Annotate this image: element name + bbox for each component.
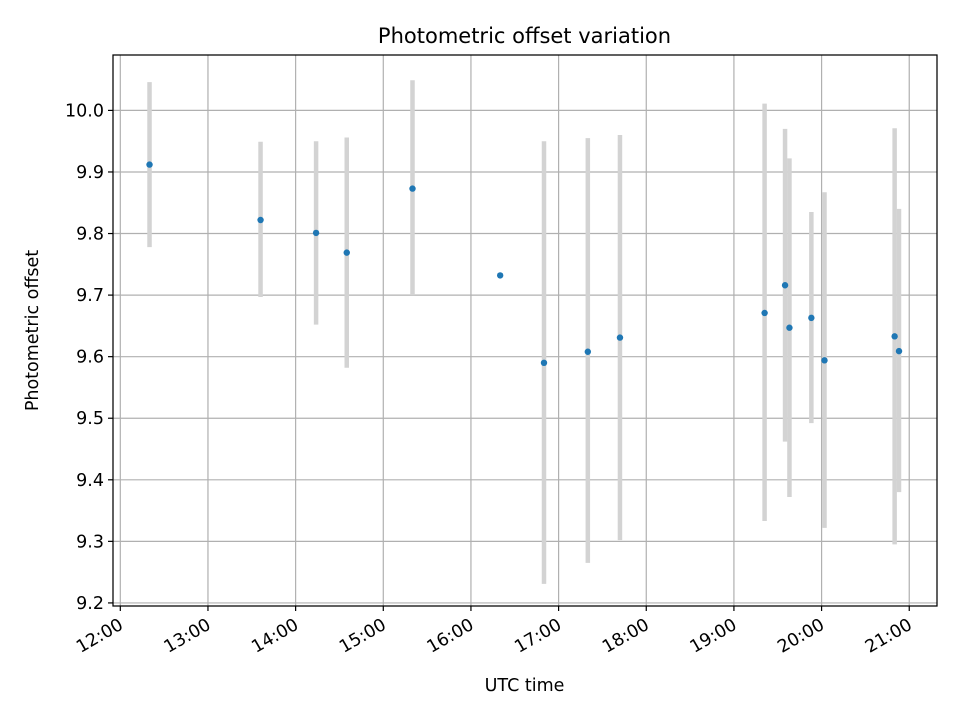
data-point: [891, 333, 898, 340]
y-tick-label: 9.6: [76, 348, 104, 368]
y-tick-label: 9.5: [76, 409, 104, 429]
chart-title: Photometric offset variation: [378, 24, 671, 48]
y-tick-label: 9.4: [76, 471, 104, 491]
data-point: [584, 348, 592, 355]
data-point: [257, 216, 264, 224]
y-axis-label: Photometric offset: [23, 250, 43, 411]
y-tick-label: 9.7: [76, 286, 104, 306]
data-point: [781, 282, 789, 289]
x-axis-label: UTC time: [485, 676, 565, 696]
y-axis-ticks: 9.2 9.3 9.4 9.5 9.6 9.7 9.8 9.9 10.0: [65, 101, 113, 614]
data-point: [808, 314, 815, 322]
plot-frame: [112, 54, 938, 607]
y-tick-label: 9.8: [76, 225, 104, 245]
data-point: [409, 185, 416, 192]
data-point: [496, 272, 504, 279]
y-tick-label: 9.9: [76, 163, 104, 183]
grid: [113, 55, 937, 606]
data-point: [786, 324, 793, 331]
data-point: [343, 249, 350, 256]
data-points: [146, 161, 903, 367]
data-point: [895, 347, 903, 355]
data-point: [312, 229, 320, 237]
y-tick-label: 10.0: [65, 101, 104, 121]
data-point: [616, 334, 624, 341]
data-point: [146, 161, 153, 168]
y-tick-label: 9.3: [76, 532, 104, 552]
data-point: [821, 357, 828, 364]
y-tick-label: 9.2: [76, 594, 104, 614]
data-point: [761, 309, 768, 317]
data-point: [540, 359, 548, 367]
